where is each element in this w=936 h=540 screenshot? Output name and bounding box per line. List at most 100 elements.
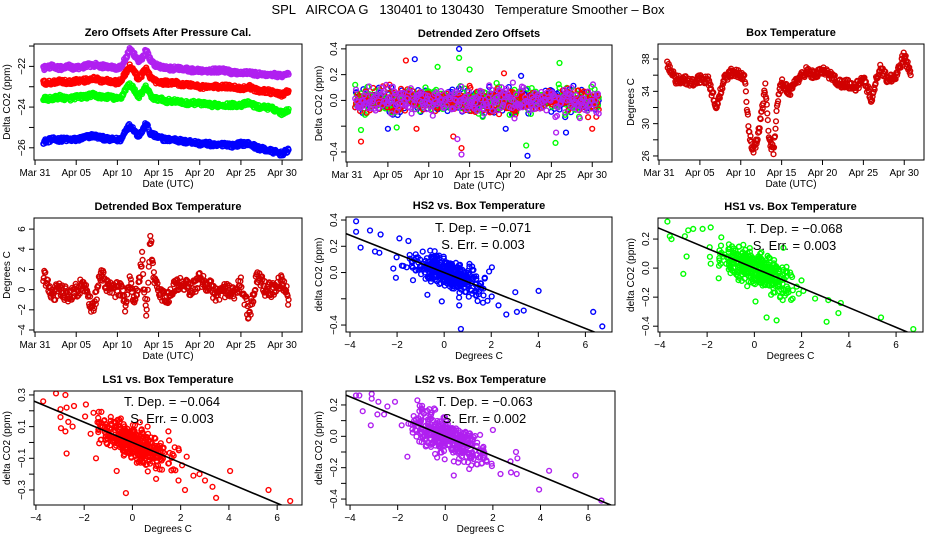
data-point	[285, 296, 292, 303]
data-point	[566, 91, 574, 98]
data-point	[458, 83, 465, 90]
panel-title: Detrended Zero Offsets	[418, 28, 540, 40]
y-tick-label: 0.0	[329, 93, 340, 107]
data-point	[511, 115, 518, 122]
data-point	[357, 244, 364, 251]
data-point	[543, 107, 550, 114]
data-point	[568, 84, 575, 92]
data-point	[481, 110, 488, 117]
data-point	[257, 282, 264, 289]
data-point	[231, 295, 238, 302]
data-point	[746, 245, 753, 252]
data-point	[281, 278, 288, 285]
data-point	[771, 133, 779, 140]
data-point	[148, 238, 155, 245]
data-point	[121, 308, 129, 315]
x-tick-label: 6	[893, 340, 899, 351]
y-tick-label: 34	[641, 85, 652, 97]
data-point	[732, 247, 739, 254]
y-tick-label: 0.2	[641, 232, 652, 246]
data-point	[285, 71, 292, 78]
data-point	[390, 265, 397, 272]
data-point	[437, 87, 445, 95]
data-point	[139, 90, 146, 98]
data-point	[71, 293, 78, 300]
standard-error-annotation: S. Err. = 0.003	[441, 237, 524, 252]
data-point	[237, 278, 244, 285]
outlier-point	[357, 138, 365, 145]
data-point	[44, 276, 52, 284]
data-point	[495, 107, 502, 114]
x-tick-label: Apr 20	[496, 170, 526, 181]
data-point	[366, 83, 373, 90]
data-point	[149, 260, 157, 267]
x-tick-label: Apr 10	[414, 170, 444, 181]
data-point	[428, 107, 435, 114]
data-point	[770, 151, 777, 158]
data-point	[718, 234, 725, 241]
data-point	[128, 280, 135, 287]
outlier-point	[413, 125, 420, 132]
data-point	[131, 299, 138, 306]
data-point	[285, 146, 292, 153]
data-point	[868, 97, 876, 104]
data-point	[550, 91, 557, 98]
data-point	[139, 256, 146, 264]
y-tick-label: 4	[17, 246, 28, 252]
data-point	[584, 114, 592, 121]
outlier-point	[450, 133, 457, 140]
data-point	[590, 308, 597, 316]
data-point	[450, 265, 457, 272]
x-tick-label: Apr 10	[726, 168, 756, 179]
data-point	[787, 91, 794, 99]
data-point	[128, 288, 135, 296]
data-point	[576, 115, 584, 122]
data-point	[486, 82, 493, 89]
data-point	[400, 262, 407, 270]
data-point	[710, 89, 717, 96]
y-axis-label: Delta CO2 (ppm)	[314, 66, 325, 142]
y-axis-label: Delta CO2 (ppm)	[2, 64, 13, 140]
y-tick-label: 0.0	[641, 261, 652, 275]
data-point	[393, 254, 400, 261]
plot-area	[658, 218, 917, 332]
data-point	[381, 88, 388, 95]
data-point	[118, 283, 126, 290]
data-point	[408, 110, 415, 117]
x-axis-label: Date (UTC)	[142, 351, 193, 362]
plot-frame	[657, 43, 925, 161]
regression-line	[346, 232, 597, 332]
x-tick-label: Apr 05	[61, 168, 91, 179]
outlier-point	[552, 129, 560, 136]
data-point	[904, 58, 911, 66]
data-point	[352, 86, 360, 93]
data-point	[480, 292, 487, 299]
x-tick-label: Mar 31	[19, 168, 51, 179]
data-point	[760, 100, 767, 107]
data-point	[708, 92, 715, 99]
data-point	[575, 106, 582, 113]
y-tick-label: −0.2	[641, 287, 652, 307]
y-tick-label: −22	[17, 57, 28, 74]
data-point	[43, 279, 50, 287]
data-point	[566, 97, 573, 104]
data-point	[513, 308, 521, 316]
data-point	[145, 279, 152, 286]
data-point	[284, 292, 291, 300]
data-point	[428, 254, 436, 261]
panel-title: Box Temperature	[746, 27, 836, 39]
data-point	[465, 293, 472, 300]
temperature-dependence-annotation: T. Dep. = −0.071	[435, 220, 531, 235]
outlier-point	[402, 57, 410, 64]
y-tick-label: 0.2	[329, 67, 340, 81]
data-point	[463, 271, 470, 278]
data-point	[795, 290, 802, 297]
data-point	[250, 298, 257, 305]
outlier-point	[456, 45, 463, 53]
data-point	[764, 116, 771, 124]
x-tick-label: 4	[536, 340, 542, 351]
outlier-point	[357, 126, 365, 134]
